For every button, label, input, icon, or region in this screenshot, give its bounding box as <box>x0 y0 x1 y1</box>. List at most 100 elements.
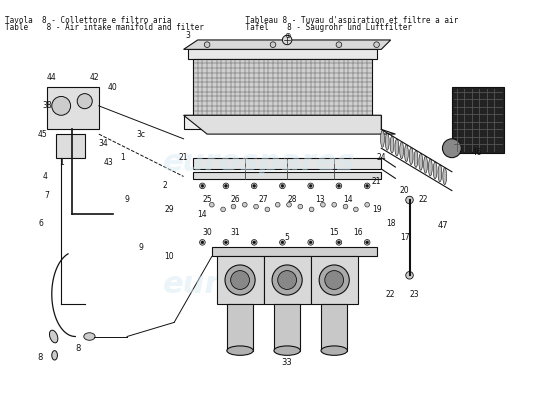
Circle shape <box>243 202 247 207</box>
Circle shape <box>281 184 284 187</box>
Ellipse shape <box>409 148 413 164</box>
Bar <box>184 115 381 129</box>
Polygon shape <box>184 40 390 49</box>
Circle shape <box>270 42 276 48</box>
Text: eurospares: eurospares <box>162 148 355 177</box>
Text: 33: 33 <box>282 358 293 367</box>
Ellipse shape <box>395 139 399 156</box>
Ellipse shape <box>428 159 432 176</box>
Circle shape <box>223 240 229 245</box>
Circle shape <box>253 241 256 244</box>
Ellipse shape <box>321 346 348 355</box>
Circle shape <box>251 240 257 245</box>
Circle shape <box>336 183 342 189</box>
Ellipse shape <box>274 346 300 355</box>
Circle shape <box>77 94 92 109</box>
Text: 10: 10 <box>164 252 174 261</box>
Ellipse shape <box>443 168 447 185</box>
Circle shape <box>210 202 214 207</box>
Circle shape <box>224 241 227 244</box>
Polygon shape <box>184 115 395 134</box>
Ellipse shape <box>381 130 384 147</box>
Circle shape <box>254 204 258 209</box>
Text: ⊕: ⊕ <box>284 31 290 40</box>
Text: 23: 23 <box>409 290 419 299</box>
Text: 2: 2 <box>162 181 167 190</box>
Ellipse shape <box>50 330 58 343</box>
Text: 8: 8 <box>38 353 43 362</box>
Circle shape <box>309 207 314 212</box>
Text: 46: 46 <box>472 148 482 157</box>
Circle shape <box>406 272 413 279</box>
Ellipse shape <box>400 142 404 159</box>
Circle shape <box>309 241 312 244</box>
Text: 45: 45 <box>37 130 47 139</box>
Text: 19: 19 <box>372 205 381 214</box>
Text: eurospares: eurospares <box>162 270 355 299</box>
Circle shape <box>364 240 370 245</box>
Bar <box>274 304 300 351</box>
Circle shape <box>201 241 204 244</box>
Circle shape <box>366 184 368 187</box>
Text: 22: 22 <box>419 196 428 204</box>
Text: 9: 9 <box>125 196 130 204</box>
Ellipse shape <box>84 333 95 340</box>
Bar <box>321 304 348 351</box>
Circle shape <box>325 271 344 290</box>
Circle shape <box>309 184 312 187</box>
Text: 22: 22 <box>386 290 395 299</box>
Ellipse shape <box>424 156 427 173</box>
Text: 14: 14 <box>344 196 353 204</box>
Text: 21: 21 <box>179 153 188 162</box>
Circle shape <box>374 42 379 48</box>
Circle shape <box>201 184 204 187</box>
Text: Tavola  8 - Collettore e filtro aria                Tableau 8 - Tuyau d'aspirati: Tavola 8 - Collettore e filtro aria Tabl… <box>5 16 458 26</box>
Circle shape <box>336 240 342 245</box>
Text: Table    8 - Air intake manifold and filter         Tafel    8 - Saugrohr und Lu: Table 8 - Air intake manifold and filter… <box>5 23 412 32</box>
Bar <box>311 256 358 304</box>
Circle shape <box>278 271 296 290</box>
Bar <box>263 256 311 304</box>
Circle shape <box>336 42 342 48</box>
Circle shape <box>338 184 340 187</box>
Text: 9: 9 <box>139 242 144 252</box>
Circle shape <box>200 240 205 245</box>
Circle shape <box>287 202 292 207</box>
Bar <box>452 87 504 153</box>
Circle shape <box>364 183 370 189</box>
Bar <box>47 87 99 129</box>
Circle shape <box>221 207 225 212</box>
Circle shape <box>332 202 337 207</box>
Text: 47: 47 <box>437 221 448 230</box>
Text: 28: 28 <box>287 196 296 204</box>
Bar <box>227 304 253 351</box>
Text: 14: 14 <box>197 210 207 219</box>
Bar <box>193 158 381 169</box>
Circle shape <box>200 183 205 189</box>
Circle shape <box>406 196 413 204</box>
Text: 1: 1 <box>120 153 125 162</box>
Circle shape <box>225 265 255 295</box>
Circle shape <box>281 241 284 244</box>
Text: 7: 7 <box>45 191 50 200</box>
Circle shape <box>204 42 210 48</box>
Circle shape <box>308 183 314 189</box>
Bar <box>193 59 372 115</box>
Circle shape <box>319 265 349 295</box>
Circle shape <box>298 204 302 209</box>
Ellipse shape <box>419 153 422 170</box>
Text: 18: 18 <box>386 219 395 228</box>
Circle shape <box>231 204 236 209</box>
Circle shape <box>279 183 285 189</box>
Text: 20: 20 <box>400 186 410 195</box>
Text: 21: 21 <box>372 177 381 186</box>
Text: 26: 26 <box>230 196 240 204</box>
Text: 27: 27 <box>259 196 268 204</box>
Circle shape <box>338 241 340 244</box>
Circle shape <box>224 184 227 187</box>
Circle shape <box>251 183 257 189</box>
Circle shape <box>223 183 229 189</box>
Text: 15: 15 <box>329 228 339 238</box>
Text: 5: 5 <box>285 233 289 242</box>
Text: 16: 16 <box>353 228 362 238</box>
